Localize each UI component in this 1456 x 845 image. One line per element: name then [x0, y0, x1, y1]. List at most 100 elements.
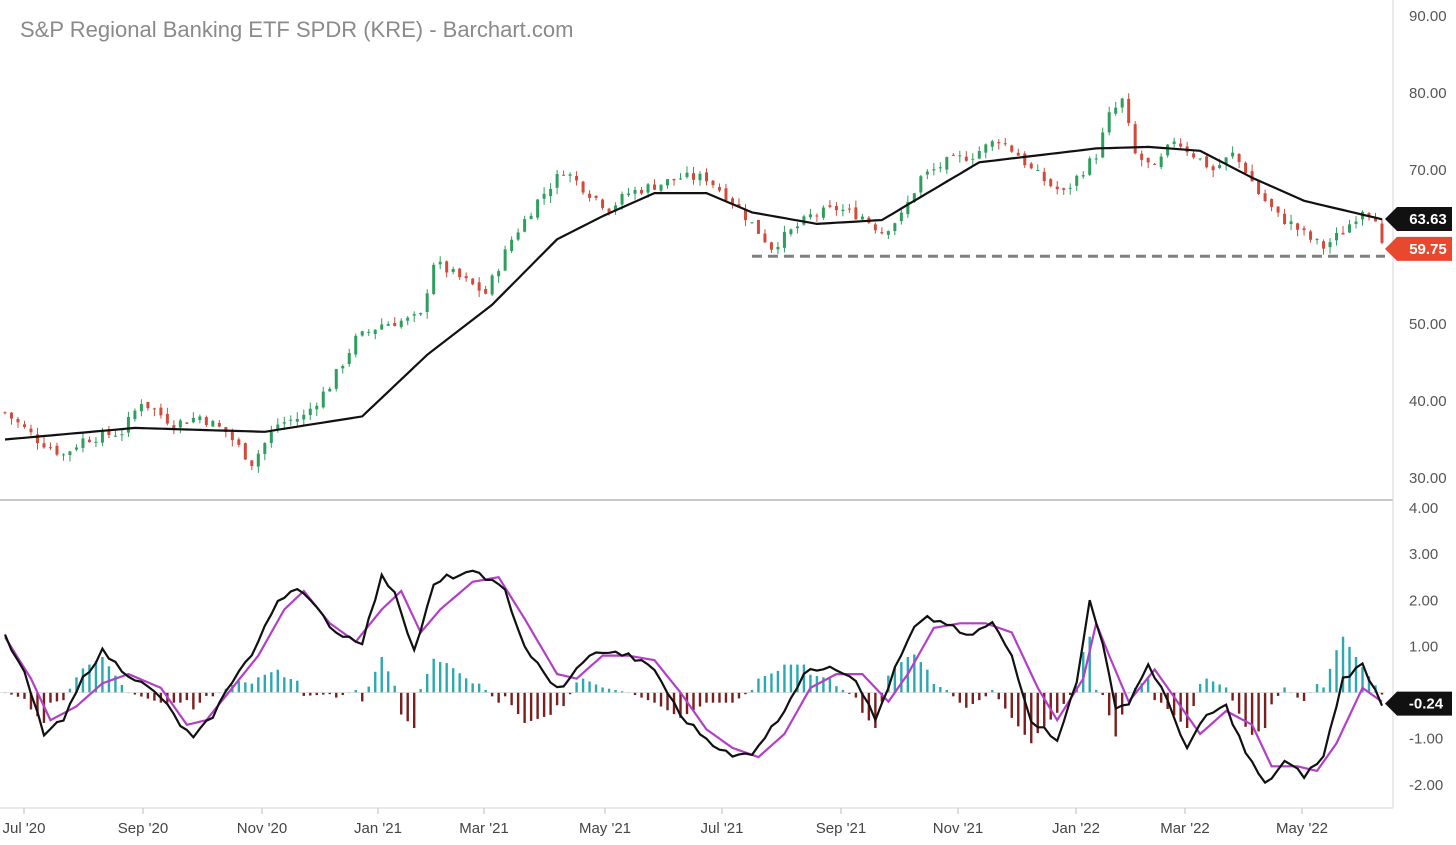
histogram-bar-negative — [503, 692, 507, 697]
candle-up — [191, 417, 195, 423]
histogram-bar-negative — [880, 692, 884, 702]
candle-up — [925, 171, 929, 175]
candle-down — [1302, 228, 1306, 231]
candle-down — [964, 156, 968, 161]
histogram-bar-negative — [322, 692, 325, 695]
candle-down — [828, 205, 832, 207]
histogram-bar-negative — [29, 692, 33, 710]
candle-up — [94, 441, 98, 443]
candle-up — [360, 331, 364, 336]
candle-up — [1231, 152, 1235, 157]
candle-down — [1127, 98, 1131, 124]
candle-up — [1289, 221, 1293, 224]
histogram-bar-positive — [763, 676, 767, 693]
x-tick-label: Jul '20 — [3, 820, 46, 837]
histogram-bar-negative — [679, 692, 682, 718]
candle-up — [198, 416, 202, 420]
x-tick-label: Mar '22 — [1160, 820, 1210, 837]
histogram-bar-positive — [354, 689, 357, 693]
macd-pane — [0, 569, 1385, 785]
candle-up — [74, 447, 78, 450]
candle-down — [243, 443, 247, 460]
candle-down — [1042, 171, 1046, 182]
histogram-bar-positive — [1095, 689, 1098, 693]
histogram-bar-positive — [588, 681, 591, 693]
histogram-bar-negative — [984, 692, 987, 697]
histogram-bar-negative — [1231, 692, 1234, 701]
histogram-bar-positive — [919, 662, 923, 693]
candle-up — [308, 408, 312, 416]
histogram-bar-negative — [854, 692, 858, 698]
histogram-bar-negative — [1107, 692, 1111, 716]
candle-down — [55, 445, 59, 455]
histogram-bar-negative — [692, 692, 695, 711]
histogram-bar-negative — [146, 692, 150, 699]
histogram-bar-negative — [1017, 692, 1020, 727]
candle-up — [808, 214, 812, 218]
candle-down — [1367, 213, 1371, 217]
candle-down — [471, 278, 475, 285]
candle-down — [165, 413, 169, 424]
histogram-bar-positive — [81, 668, 85, 693]
x-tick-label: Sep '21 — [816, 820, 866, 837]
histogram-bar-negative — [1192, 692, 1195, 707]
candle-up — [679, 178, 683, 180]
histogram-bar-negative — [705, 692, 708, 703]
histogram-bar-negative — [497, 692, 500, 703]
histogram-bar-positive — [893, 667, 897, 693]
histogram-bar-positive — [809, 674, 812, 693]
candle-up — [886, 231, 890, 235]
candle-up — [919, 176, 923, 193]
candle-down — [3, 412, 7, 414]
candle-down — [854, 207, 858, 220]
histogram-bar-negative — [997, 692, 1000, 700]
candle-down — [87, 439, 91, 443]
candle-up — [269, 431, 273, 444]
histogram-bar-positive — [380, 656, 383, 693]
candle-up — [302, 414, 306, 420]
histogram-bar-positive — [828, 678, 832, 693]
histogram-bar-positive — [822, 677, 825, 693]
candle-down — [172, 425, 176, 430]
histogram-bar-positive — [237, 681, 241, 693]
histogram-bar-positive — [1211, 681, 1215, 693]
histogram-bar-negative — [1030, 692, 1033, 744]
candle-down — [146, 401, 150, 409]
histogram-bar-negative — [361, 692, 364, 702]
histogram-bar-positive — [614, 689, 617, 693]
candle-down — [1211, 166, 1215, 171]
candle-down — [763, 233, 767, 243]
histogram-bar-negative — [1257, 692, 1260, 732]
candle-down — [847, 208, 851, 210]
histogram-bar-positive — [257, 677, 260, 693]
histogram-bar-negative — [1185, 692, 1189, 729]
candle-up — [750, 222, 754, 224]
histogram-bar-negative — [309, 692, 312, 696]
candle-up — [938, 167, 942, 169]
candle-up — [990, 141, 994, 147]
histogram-bar-positive — [244, 682, 247, 693]
histogram-bar-negative — [1036, 692, 1039, 734]
histogram-bar-positive — [932, 684, 936, 693]
histogram-bar-negative — [666, 692, 669, 711]
moving-average-value: 63.63 — [1409, 211, 1447, 228]
candle-down — [724, 188, 728, 201]
candle-down — [562, 174, 566, 176]
histogram-bar-negative — [529, 692, 533, 721]
candle-up — [120, 434, 124, 436]
x-tick-label: Nov '21 — [933, 820, 983, 837]
candle-up — [821, 207, 825, 218]
histogram-bar-negative — [653, 692, 656, 703]
last-price-badge — [1385, 236, 1452, 261]
candle-up — [1348, 224, 1352, 233]
histogram-bar-positive — [458, 673, 461, 693]
histogram-bar-negative — [1114, 692, 1117, 737]
macd-y-tick-label: 3.00 — [1409, 546, 1438, 563]
candle-down — [834, 205, 838, 211]
candle-down — [1322, 241, 1326, 249]
histogram-bar-positive — [1146, 678, 1150, 693]
histogram-bar-positive — [750, 689, 754, 693]
candle-up — [113, 435, 117, 437]
candle-down — [594, 195, 598, 198]
candle-down — [9, 412, 13, 419]
